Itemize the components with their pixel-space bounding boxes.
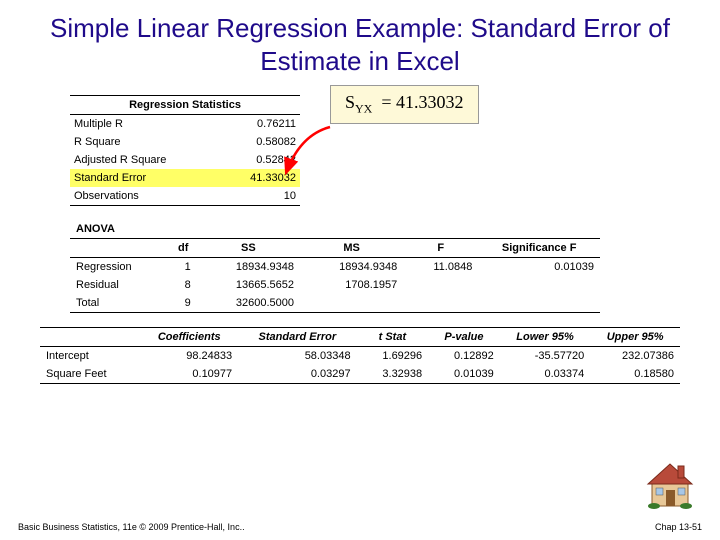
formula-value: 41.33032	[396, 92, 464, 112]
coef-header: Standard Error	[238, 328, 356, 347]
coef-cell: 0.18580	[590, 365, 680, 384]
coef-cell: -35.57720	[500, 347, 591, 366]
anova-table: ANOVA df SS MS F Significance F Regressi…	[70, 220, 600, 313]
anova-cell	[403, 276, 478, 294]
anova-header: df	[170, 239, 197, 258]
anova-cell	[300, 294, 403, 313]
anova-cell: Total	[70, 294, 170, 313]
anova-cell: 1	[170, 258, 197, 277]
formula-subscript: YX	[355, 102, 372, 116]
anova-cell: Regression	[70, 258, 170, 277]
anova-header: Significance F	[478, 239, 600, 258]
anova-header	[70, 239, 170, 258]
anova-cell: 8	[170, 276, 197, 294]
coef-cell: 98.24833	[140, 347, 238, 366]
anova-title: ANOVA	[70, 220, 170, 239]
anova-cell: 18934.9348	[300, 258, 403, 277]
anova-cell	[403, 294, 478, 313]
coef-cell: 3.32938	[357, 365, 429, 384]
coef-cell: 0.01039	[428, 365, 500, 384]
house-icon	[640, 458, 700, 510]
footer-right: Chap 13-51	[655, 522, 702, 532]
footer-left: Basic Business Statistics, 11e © 2009 Pr…	[18, 522, 245, 532]
coef-cell: 58.03348	[238, 347, 356, 366]
anova-cell	[478, 276, 600, 294]
stats-value: 10	[220, 187, 300, 206]
coef-cell: 1.69296	[357, 347, 429, 366]
anova-cell: Residual	[70, 276, 170, 294]
anova-cell: 11.0848	[403, 258, 478, 277]
anova-cell: 1708.1957	[300, 276, 403, 294]
stats-label: Adjusted R Square	[70, 151, 220, 169]
content-area: SYX = 41.33032 Regression Statistics Mul…	[0, 85, 720, 384]
stats-label: Observations	[70, 187, 220, 206]
stats-label: R Square	[70, 133, 220, 151]
coef-cell: Square Feet	[40, 365, 140, 384]
coef-header: P-value	[428, 328, 500, 347]
anova-header: F	[403, 239, 478, 258]
page-title: Simple Linear Regression Example: Standa…	[0, 0, 720, 85]
anova-cell: 0.01039	[478, 258, 600, 277]
coef-cell: 0.03374	[500, 365, 591, 384]
coef-header: Coefficients	[140, 328, 238, 347]
coef-header: Upper 95%	[590, 328, 680, 347]
coef-cell: 232.07386	[590, 347, 680, 366]
coef-cell: 0.12892	[428, 347, 500, 366]
coef-header: Lower 95%	[500, 328, 591, 347]
stats-label: Multiple R	[70, 115, 220, 134]
coef-cell: 0.10977	[140, 365, 238, 384]
anova-header: SS	[197, 239, 300, 258]
coef-header: t Stat	[357, 328, 429, 347]
arrow-annotation	[280, 125, 340, 185]
anova-cell: 13665.5652	[197, 276, 300, 294]
coef-cell: 0.03297	[238, 365, 356, 384]
coef-header	[40, 328, 140, 347]
anova-cell: 32600.5000	[197, 294, 300, 313]
regression-stats-table: Regression Statistics Multiple R0.76211 …	[70, 95, 300, 206]
footer: Basic Business Statistics, 11e © 2009 Pr…	[18, 522, 702, 532]
anova-header: MS	[300, 239, 403, 258]
formula-callout: SYX = 41.33032	[330, 85, 479, 124]
stats-header: Regression Statistics	[70, 96, 300, 115]
stats-label: Standard Error	[70, 169, 220, 187]
anova-cell	[478, 294, 600, 313]
coefficients-table: Coefficients Standard Error t Stat P-val…	[40, 327, 680, 384]
anova-cell: 18934.9348	[197, 258, 300, 277]
coef-cell: Intercept	[40, 347, 140, 366]
anova-cell: 9	[170, 294, 197, 313]
